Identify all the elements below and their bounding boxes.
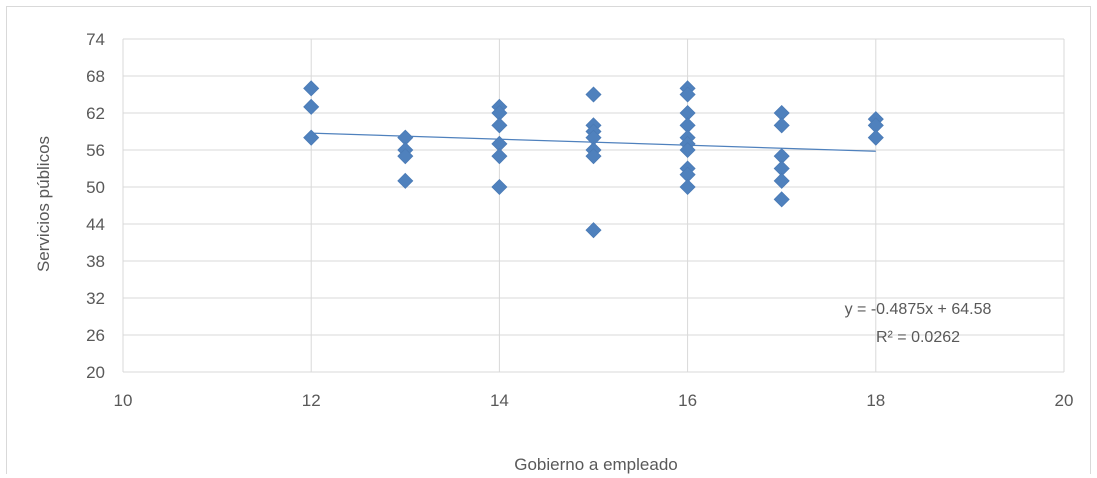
x-tick-label: 20 <box>1055 391 1074 410</box>
data-point <box>679 86 696 103</box>
x-tick-label: 16 <box>678 391 697 410</box>
data-point <box>585 148 602 165</box>
data-point <box>679 178 696 196</box>
y-tick-label: 62 <box>86 104 105 123</box>
x-tick-label: 18 <box>866 391 885 410</box>
y-tick-label: 56 <box>86 141 105 160</box>
y-tick-label: 50 <box>86 178 105 197</box>
trendline-equation: y = -0.4875x + 64.58 <box>845 301 992 318</box>
data-points <box>303 80 884 239</box>
data-point <box>773 117 790 134</box>
y-tick-label: 32 <box>86 289 105 308</box>
y-tick-label: 20 <box>86 363 105 382</box>
data-point <box>397 148 414 165</box>
data-point <box>303 98 320 115</box>
y-tick-label: 38 <box>86 252 105 271</box>
trendline-r-squared: R² = 0.0262 <box>876 329 960 346</box>
data-point <box>585 222 602 239</box>
y-axis-title: Servicios públicos <box>34 136 53 272</box>
data-point <box>491 117 508 134</box>
chart-frame <box>6 6 1091 474</box>
data-point <box>585 86 602 103</box>
data-point <box>491 148 508 165</box>
x-tick-label: 12 <box>302 391 321 410</box>
data-point <box>773 172 790 189</box>
data-point <box>867 129 884 146</box>
data-point <box>773 191 790 208</box>
data-point <box>397 172 414 189</box>
x-tick-label: 10 <box>114 391 133 410</box>
y-tick-label: 74 <box>86 30 105 49</box>
x-axis-title: Gobierno a empleado <box>514 455 678 474</box>
y-axis-ticks: 20 26 32 38 44 50 56 62 68 74 <box>86 30 105 382</box>
data-point <box>491 178 508 196</box>
data-point <box>303 80 320 97</box>
y-tick-label: 44 <box>86 215 105 234</box>
y-tick-label: 26 <box>86 326 105 345</box>
data-point <box>303 129 320 146</box>
y-tick-label: 68 <box>86 67 105 86</box>
x-tick-label: 14 <box>490 391 509 410</box>
data-point <box>679 141 696 159</box>
x-axis-ticks: 10 12 14 16 18 20 <box>114 391 1074 410</box>
